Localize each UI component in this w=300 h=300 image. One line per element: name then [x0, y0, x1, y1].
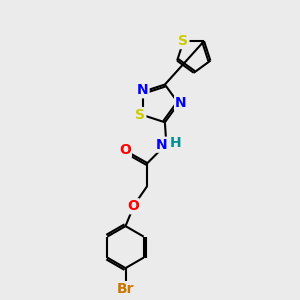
- Text: Br: Br: [117, 282, 134, 296]
- Text: S: S: [178, 34, 188, 48]
- Text: O: O: [119, 143, 131, 157]
- Text: N: N: [156, 138, 168, 152]
- Text: S: S: [135, 108, 146, 122]
- Text: N: N: [175, 96, 187, 110]
- Text: H: H: [170, 136, 182, 150]
- Text: O: O: [127, 199, 139, 213]
- Text: N: N: [137, 83, 148, 97]
